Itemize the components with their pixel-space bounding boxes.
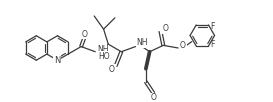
Text: O: O (82, 30, 88, 39)
Text: F: F (210, 22, 214, 31)
Text: HO: HO (99, 52, 110, 61)
Text: O: O (109, 65, 115, 74)
Text: N: N (54, 56, 61, 65)
Text: NH: NH (136, 38, 148, 47)
Text: F: F (210, 40, 214, 49)
Text: O: O (162, 24, 168, 33)
Text: NH: NH (97, 45, 109, 54)
Text: O: O (180, 41, 186, 50)
Text: O: O (150, 93, 156, 102)
